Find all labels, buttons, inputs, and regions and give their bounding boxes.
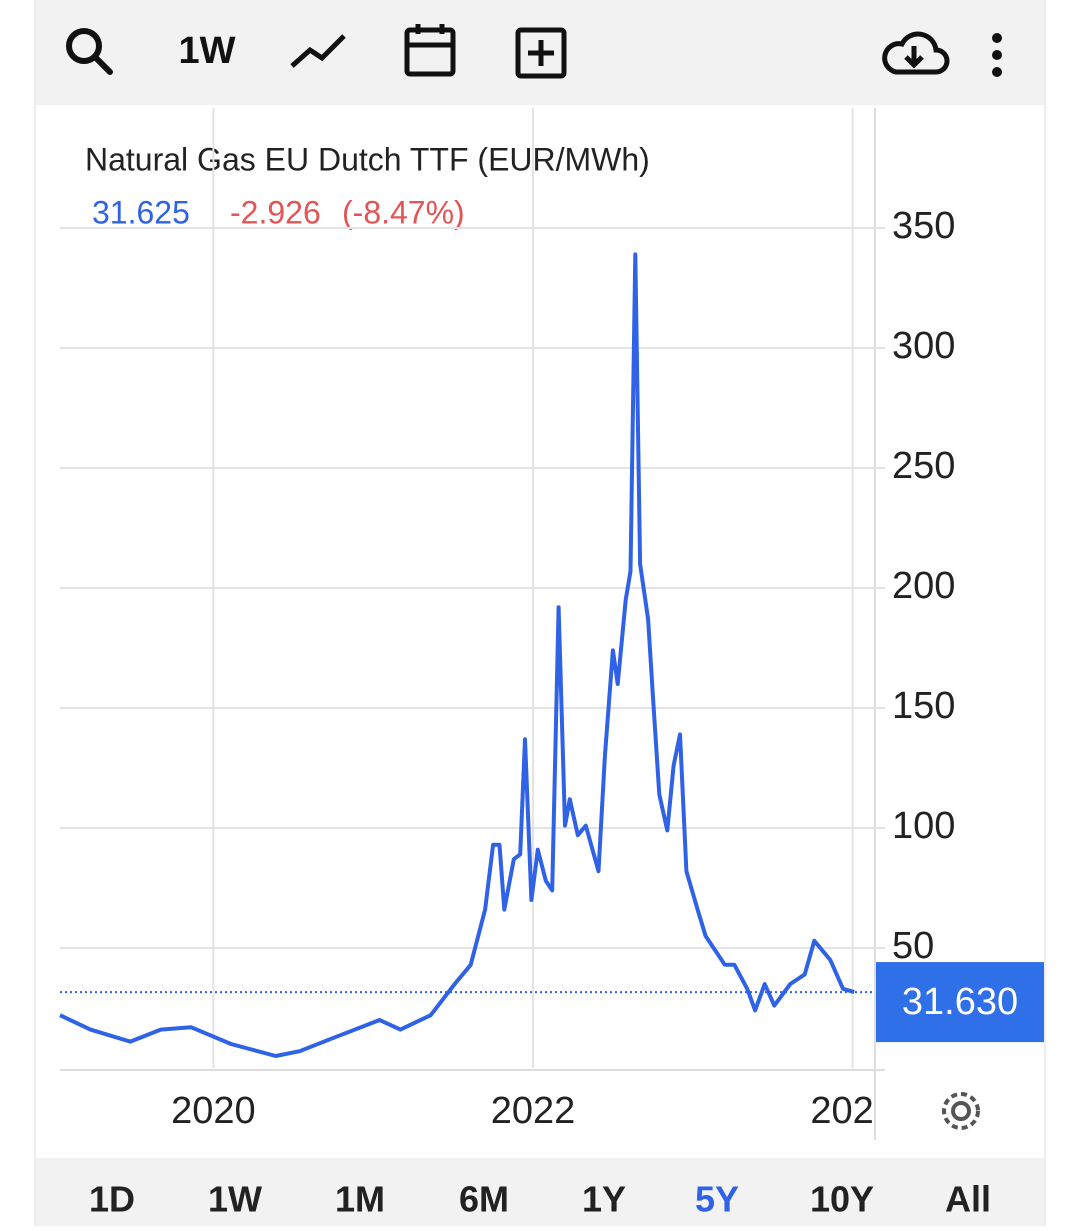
- change-pct: (-8.47%): [342, 194, 465, 230]
- calendar-icon[interactable]: [404, 24, 456, 77]
- settings-icon[interactable]: [942, 1092, 980, 1130]
- range-tab[interactable]: 1Y: [582, 1179, 626, 1220]
- x-tick-label: 2024: [810, 1090, 895, 1132]
- last-price-box: [876, 962, 1044, 1043]
- last-price-label: 31.630: [902, 981, 1018, 1023]
- panel: [34, 0, 1046, 1227]
- menu-icon[interactable]: [992, 33, 1002, 77]
- change: -2.926: [230, 194, 321, 230]
- range-bar: [36, 1158, 1044, 1226]
- y-tick-label: 50: [892, 925, 934, 967]
- range-tab[interactable]: 1M: [335, 1179, 385, 1220]
- price: 31.625: [92, 194, 190, 230]
- y-tick-label: 150: [892, 685, 955, 727]
- range-tab[interactable]: All: [945, 1179, 991, 1220]
- range-tab[interactable]: 6M: [459, 1179, 509, 1220]
- download-icon[interactable]: [882, 31, 950, 75]
- range-tab[interactable]: 5Y: [695, 1179, 739, 1220]
- search-icon[interactable]: [66, 28, 113, 75]
- price-line: [59, 252, 855, 1058]
- add-icon[interactable]: [515, 27, 567, 79]
- x-tick-label: 2020: [171, 1090, 256, 1132]
- x-tick-label: 2022: [491, 1090, 576, 1132]
- y-tick-label: 250: [892, 445, 955, 487]
- interval-button[interactable]: 1W: [179, 30, 236, 72]
- range-tab[interactable]: 10Y: [810, 1179, 874, 1220]
- x-labels: 2020 2022 2024: [171, 1090, 895, 1132]
- y-tick-label: 200: [892, 565, 955, 607]
- y-tick-label: 100: [892, 805, 955, 847]
- y-tick-label: 300: [892, 325, 955, 367]
- range-tab[interactable]: 1D: [89, 1179, 135, 1220]
- y-tick-label: 350: [892, 205, 955, 247]
- chart-title: Natural Gas EU Dutch TTF (EUR/MWh): [85, 141, 650, 177]
- chart-type-icon[interactable]: [290, 34, 346, 68]
- range-tab[interactable]: 1W: [208, 1179, 262, 1220]
